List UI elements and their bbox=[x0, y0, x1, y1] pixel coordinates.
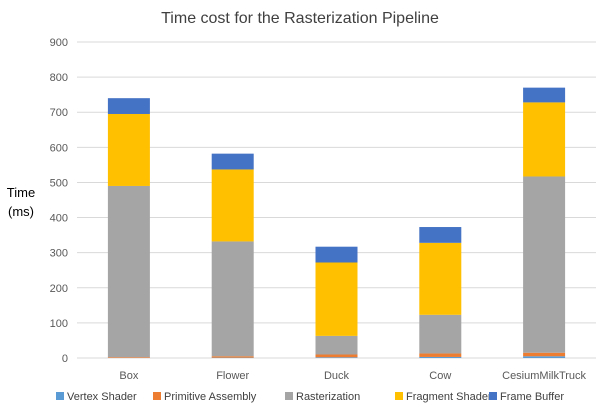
bar-duck-series-1 bbox=[315, 354, 358, 358]
y-tick-label-3: 300 bbox=[50, 248, 68, 260]
bar-cesiummilktruck-series-1 bbox=[523, 352, 566, 357]
chart-title: Time cost for the Rasterization Pipeline bbox=[161, 10, 439, 27]
y-tick-label-9: 900 bbox=[50, 37, 68, 49]
x-tick-labels: Box Flower Duck Cow CesiumMilkTruck bbox=[119, 370, 586, 382]
bar-cow-series-1 bbox=[419, 353, 462, 357]
y-tick-label-8: 800 bbox=[50, 72, 68, 84]
y-axis-label-line1: Time bbox=[7, 185, 35, 200]
bar-cesiummilktruck-series-3 bbox=[523, 102, 566, 177]
bar-flower-series-4 bbox=[211, 153, 254, 170]
y-tick-label-6: 600 bbox=[50, 142, 68, 154]
bar-cow-series-2 bbox=[419, 314, 462, 354]
y-tick-label-7: 700 bbox=[50, 107, 68, 119]
legend-swatch-0 bbox=[56, 392, 64, 400]
bar-box-series-4 bbox=[107, 98, 150, 114]
legend-label-4: Frame Buffer bbox=[500, 391, 564, 403]
bar-flower-series-3 bbox=[211, 169, 254, 242]
bar-cow-series-3 bbox=[419, 242, 462, 315]
legend-label-2: Rasterization bbox=[296, 391, 360, 403]
y-tick-label-4: 400 bbox=[50, 213, 68, 225]
bar-duck-series-0 bbox=[315, 357, 358, 358]
bar-cesiummilktruck-series-0 bbox=[523, 356, 566, 358]
bar-box-series-2 bbox=[107, 185, 150, 358]
bar-flower-series-1 bbox=[211, 356, 254, 358]
legend-swatch-2 bbox=[285, 392, 293, 400]
x-tick-label-4: CesiumMilkTruck bbox=[502, 370, 586, 382]
bar-duck-series-4 bbox=[315, 246, 358, 263]
bars bbox=[107, 87, 566, 358]
bar-cow-series-0 bbox=[419, 356, 462, 358]
bar-duck-series-2 bbox=[315, 335, 358, 355]
y-tick-label-1: 100 bbox=[50, 318, 68, 330]
legend-label-1: Primitive Assembly bbox=[164, 391, 257, 403]
y-tick-label-5: 500 bbox=[50, 177, 68, 189]
bar-cow-series-4 bbox=[419, 227, 462, 243]
legend-swatch-3 bbox=[395, 392, 403, 400]
y-tick-label-0: 0 bbox=[62, 353, 68, 365]
legend-label-3: Fragment Shader bbox=[406, 391, 492, 403]
bar-box-series-1 bbox=[107, 357, 150, 358]
y-axis-label-line2: (ms) bbox=[8, 204, 34, 219]
gridlines bbox=[77, 41, 596, 359]
x-tick-label-0: Box bbox=[119, 370, 138, 382]
x-tick-label-3: Cow bbox=[429, 370, 451, 382]
legend: Vertex Shader Primitive Assembly Rasteriza… bbox=[56, 391, 564, 403]
legend-swatch-1 bbox=[153, 392, 161, 400]
x-tick-label-2: Duck bbox=[324, 370, 350, 382]
legend-swatch-4 bbox=[489, 392, 497, 400]
legend-label-0: Vertex Shader bbox=[67, 391, 137, 403]
x-tick-label-1: Flower bbox=[216, 370, 249, 382]
y-tick-label-2: 200 bbox=[50, 283, 68, 295]
bar-duck-series-3 bbox=[315, 262, 358, 336]
bar-box-series-3 bbox=[107, 113, 150, 186]
bar-cesiummilktruck-series-2 bbox=[523, 176, 566, 353]
y-tick-labels: 0 100 200 300 400 500 600 700 800 900 bbox=[50, 37, 68, 365]
bar-cesiummilktruck-series-4 bbox=[523, 87, 566, 103]
bar-flower-series-2 bbox=[211, 241, 254, 357]
